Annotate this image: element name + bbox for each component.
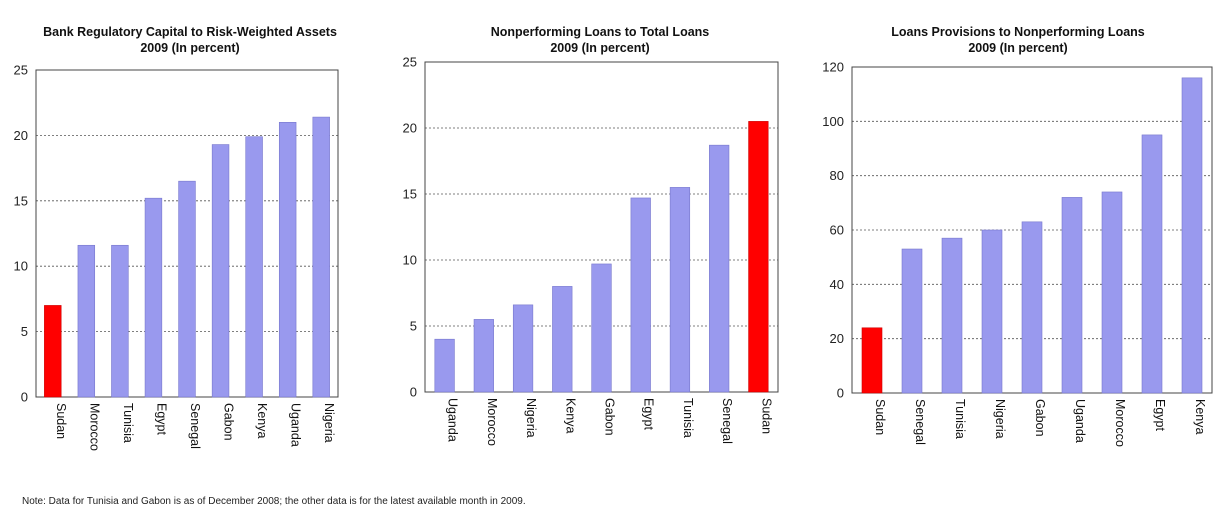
x-tick-label: Morocco (87, 403, 101, 451)
bar-sudan (44, 305, 62, 398)
bar-senegal (901, 248, 923, 394)
x-tick-label: Tunisia (681, 398, 695, 438)
bar-tunisia (941, 237, 963, 394)
bar-tunisia (669, 187, 691, 393)
bar-kenya (245, 136, 263, 398)
y-tick-label: 120 (822, 60, 844, 75)
bar-nigeria (312, 116, 330, 398)
bar-sudan (861, 327, 883, 394)
y-tick-label: 25 (403, 55, 417, 70)
y-tick-label: 0 (837, 386, 844, 401)
bar-morocco (77, 244, 96, 398)
chart-subtitle: 2009 (In percent) (968, 41, 1067, 55)
bar-uganda (278, 122, 297, 398)
y-tick-label: 80 (830, 168, 844, 183)
bar-gabon (1021, 221, 1043, 394)
x-tick-label: Gabon (222, 403, 236, 441)
x-tick-label: Nigeria (322, 403, 336, 443)
x-tick-label: Nigeria (993, 399, 1007, 439)
x-tick-label: Senegal (720, 398, 734, 444)
x-tick-label: Morocco (485, 398, 499, 446)
x-tick-label: Gabon (1033, 399, 1047, 437)
y-tick-label: 40 (830, 277, 844, 292)
bar-egypt (144, 197, 163, 398)
bar-tunisia (111, 244, 129, 398)
chart-3: Loans Provisions to Nonperforming Loans 2… (822, 25, 1213, 447)
y-tick-label: 25 (14, 63, 28, 78)
x-tick-label: Sudan (759, 398, 773, 434)
y-tick-label: 5 (21, 324, 28, 339)
bar-egypt (630, 197, 651, 393)
y-tick-label: 100 (822, 114, 844, 129)
y-tick-label: 0 (410, 385, 417, 400)
bar-kenya (1181, 77, 1203, 394)
y-tick-label: 10 (14, 259, 28, 274)
chart-1: Bank Regulatory Capital to Risk-Weighted… (14, 25, 339, 451)
bar-gabon (591, 263, 612, 393)
bar-kenya (552, 286, 573, 393)
y-tick-label: 10 (403, 253, 417, 268)
y-tick-label: 20 (403, 121, 417, 136)
bar-nigeria (512, 304, 534, 393)
y-tick-label: 20 (830, 331, 844, 346)
x-tick-label: Senegal (188, 403, 202, 449)
chart-subtitle: 2009 (In percent) (140, 41, 239, 55)
chart-2: Nonperforming Loans to Total Loans 2009 (… (403, 25, 779, 446)
x-tick-label: Gabon (603, 398, 617, 436)
y-tick-label: 15 (403, 187, 417, 202)
chart-subtitle: 2009 (In percent) (550, 41, 649, 55)
bar-sudan (748, 121, 769, 393)
x-tick-label: Uganda (446, 398, 460, 442)
x-tick-label: Sudan (54, 403, 68, 439)
x-tick-label: Kenya (1193, 399, 1207, 434)
bar-morocco (473, 319, 494, 393)
x-tick-label: Egypt (1153, 399, 1167, 431)
x-tick-label: Kenya (563, 398, 577, 433)
y-tick-label: 60 (830, 223, 844, 238)
bar-gabon (211, 144, 230, 398)
x-tick-label: Egypt (154, 403, 168, 435)
x-tick-label: Kenya (255, 403, 269, 438)
x-tick-label: Uganda (1073, 399, 1087, 443)
x-tick-label: Sudan (873, 399, 887, 435)
bar-uganda (434, 338, 455, 393)
bar-uganda (1061, 197, 1083, 394)
bar-senegal (178, 180, 196, 398)
x-tick-label: Morocco (1113, 399, 1127, 447)
x-tick-label: Tunisia (121, 403, 135, 443)
bar-egypt (1141, 134, 1163, 394)
x-tick-label: Egypt (642, 398, 656, 430)
footnote: Note: Data for Tunisia and Gabon is as o… (22, 496, 526, 507)
x-tick-label: Tunisia (953, 399, 967, 439)
chart-title: Nonperforming Loans to Total Loans (491, 25, 710, 39)
bar-nigeria (981, 229, 1003, 394)
y-tick-label: 15 (14, 193, 28, 208)
chart-title: Loans Provisions to Nonperforming Loans (891, 25, 1145, 39)
y-tick-label: 0 (21, 390, 28, 405)
x-tick-label: Senegal (913, 399, 927, 445)
y-tick-label: 5 (410, 319, 417, 334)
bar-morocco (1101, 191, 1123, 394)
y-tick-label: 20 (14, 128, 28, 143)
chart-title: Bank Regulatory Capital to Risk-Weighted… (43, 25, 337, 39)
x-tick-label: Uganda (289, 403, 303, 447)
bar-senegal (709, 144, 730, 393)
x-tick-label: Nigeria (524, 398, 538, 438)
